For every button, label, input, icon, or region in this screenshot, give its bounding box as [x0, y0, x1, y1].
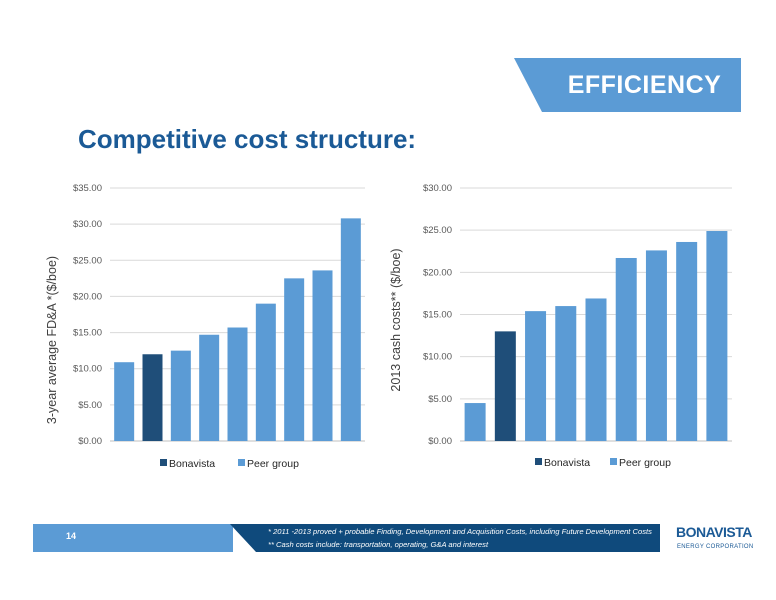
chart-1: $0.00 $5.00 $10.00 $15.00 $20.00 $25.00 $30.00… [45, 183, 365, 470]
legend-swatch-peer [610, 458, 617, 465]
legend-swatch-bonavista [535, 458, 542, 465]
footnote-fda: * 2011 -2013 proved + probable Finding, … [268, 527, 652, 536]
y-tick-label: $30.00 [423, 183, 452, 194]
section-banner [514, 58, 741, 112]
page-number: 14 [66, 531, 77, 541]
y-axis-label: 3-year average FD&A *($/boe) [45, 256, 59, 424]
bar-peer [255, 303, 276, 441]
bar-peer [170, 350, 191, 441]
bar-peer [706, 231, 728, 441]
y-tick-label: $20.00 [423, 267, 452, 278]
bar-peer [615, 257, 637, 441]
y-tick-label: $10.00 [73, 364, 102, 375]
chart-2: $0.00 $5.00 $10.00 $15.00 $20.00 $25.00 $30.00… [389, 183, 732, 469]
y-tick-label: $5.00 [428, 394, 452, 405]
y-tick-label: $20.00 [73, 291, 102, 302]
bar-bonavista [494, 331, 516, 441]
legend-swatch-bonavista [160, 459, 167, 466]
bar-peer [312, 270, 333, 441]
y-tick-label: $15.00 [73, 328, 102, 339]
bar-peer [676, 241, 698, 441]
y-tick-label: $0.00 [428, 436, 452, 447]
y-tick-label: $15.00 [423, 310, 452, 321]
y-tick-label: $35.00 [73, 183, 102, 194]
y-tick-label: $25.00 [423, 225, 452, 236]
y-tick-label: $0.00 [78, 436, 102, 447]
legend-label-peer: Peer group [619, 457, 671, 469]
bar-peer [555, 306, 577, 441]
bar-peer [525, 311, 547, 441]
y-tick-label: $25.00 [73, 255, 102, 266]
bar-peer [340, 218, 361, 441]
company-logo: BONAVISTA [676, 524, 752, 540]
y-tick-label: $10.00 [423, 352, 452, 363]
page-title: Competitive cost structure: [78, 124, 417, 154]
bar-peer [227, 327, 248, 441]
company-logo-subtitle: ENERGY CORPORATION [677, 544, 754, 550]
legend-label-bonavista: Bonavista [169, 458, 215, 470]
legend-label-bonavista: Bonavista [544, 457, 590, 469]
footnote-cash-costs: ** Cash costs include: transportation, o… [268, 540, 489, 549]
bar-bonavista [142, 354, 163, 441]
bar-peer [284, 278, 305, 441]
y-tick-label: $30.00 [73, 219, 102, 230]
bar-peer [199, 334, 220, 441]
legend-swatch-peer [238, 459, 245, 466]
legend-label-peer: Peer group [247, 458, 299, 470]
footer-note-bar [230, 524, 660, 552]
footer-page-bar [33, 524, 233, 552]
bar-peer [645, 250, 667, 441]
bar-peer [585, 298, 607, 441]
bar-peer [114, 362, 135, 441]
section-label: EFFICIENCY [567, 71, 722, 99]
bar-peer [464, 403, 486, 441]
y-axis-label: 2013 cash costs** ($/boe) [389, 248, 403, 391]
y-tick-label: $5.00 [78, 400, 102, 411]
